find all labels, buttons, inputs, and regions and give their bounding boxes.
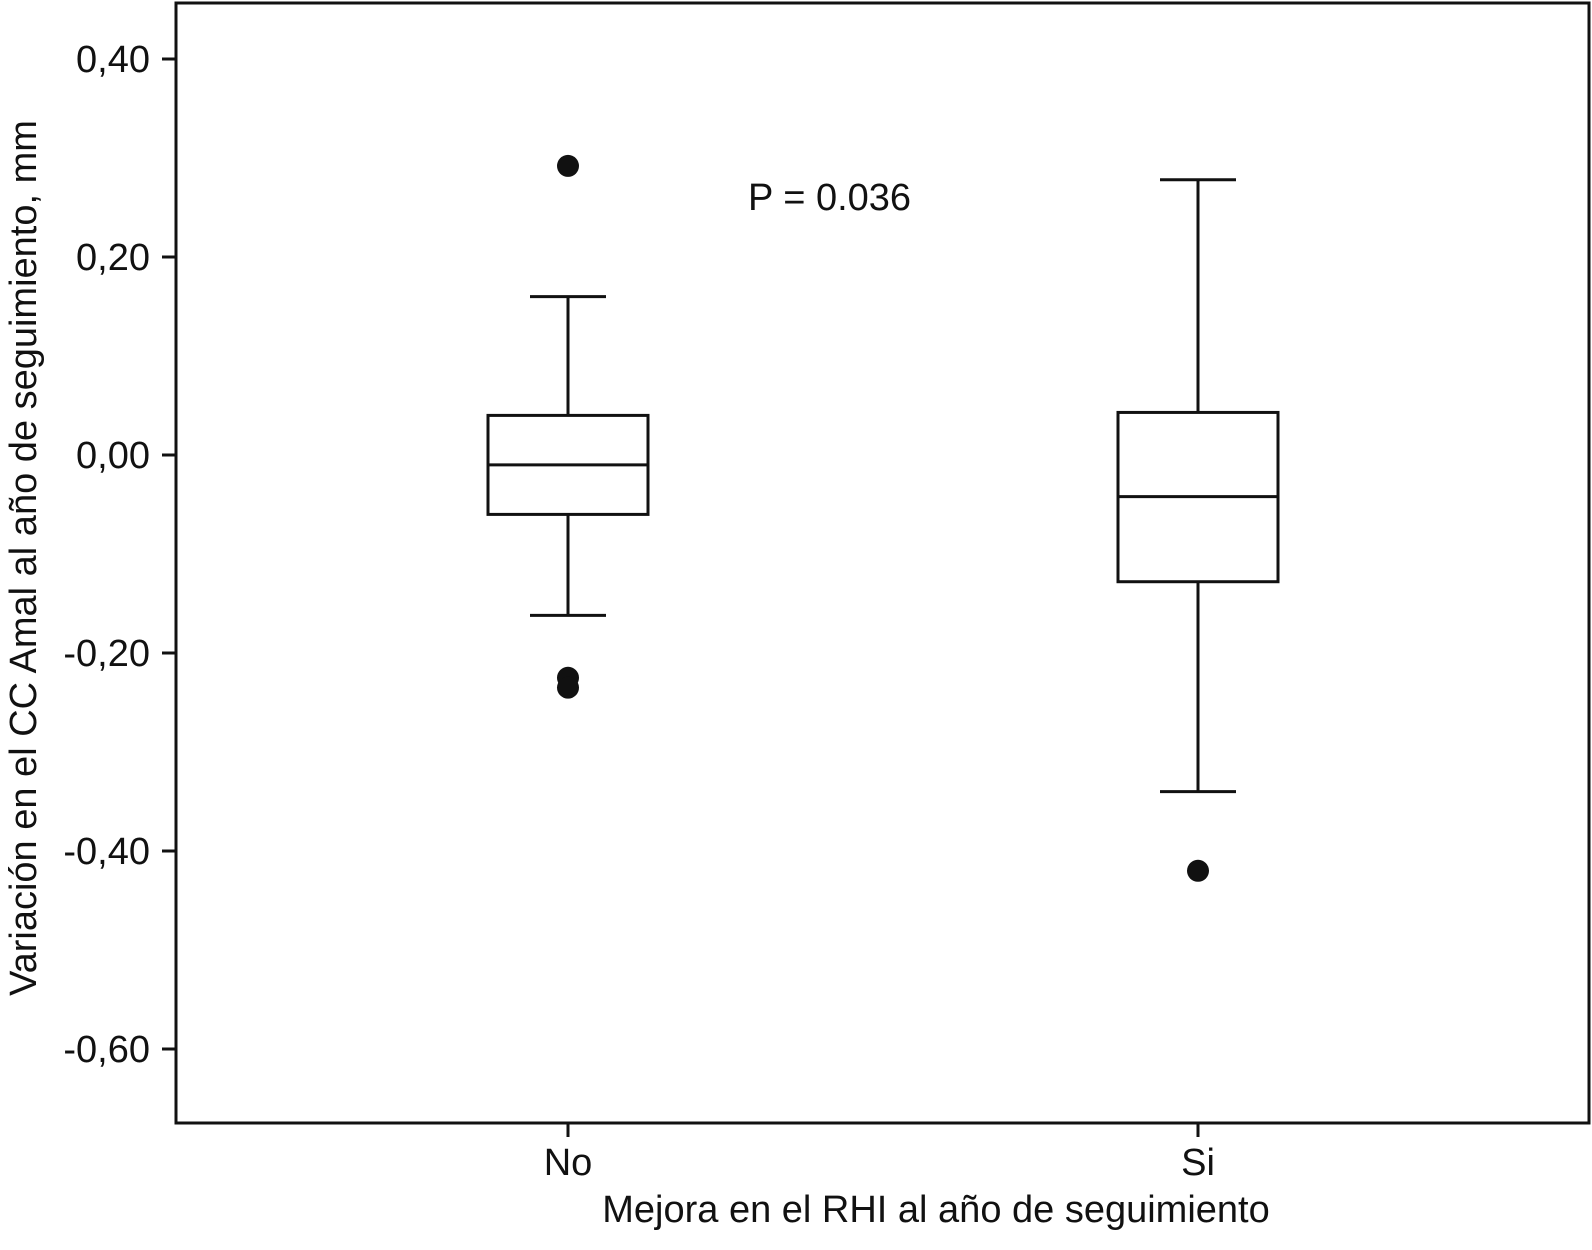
- outlier-point: [557, 154, 579, 177]
- y-tick-label: -0,40: [63, 831, 150, 873]
- x-axis-title: Mejora en el RHI al año de seguimiento: [602, 1189, 1270, 1231]
- y-tick-label: -0,20: [63, 633, 150, 675]
- plot-frame: [174, 1, 1591, 1125]
- box-series: [486, 154, 1280, 882]
- y-axis-title: Variación en el CC Amal al año de seguim…: [3, 120, 45, 996]
- y-tick-label: -0,60: [63, 1029, 150, 1071]
- x-tick-label: No: [544, 1142, 593, 1184]
- x-axis: No Si: [544, 1123, 1215, 1184]
- outlier-point: [1187, 859, 1209, 882]
- y-tick-label: 0,40: [76, 39, 150, 81]
- box-group: [486, 154, 650, 699]
- y-tick-label: 0,20: [76, 237, 150, 279]
- y-axis: 0,40 0,20 0,00 -0,20 -0,40 -0,60: [63, 39, 176, 1071]
- y-tick-label: 0,00: [76, 435, 150, 477]
- x-tick-label: Si: [1181, 1142, 1215, 1184]
- box-group: [1116, 178, 1280, 882]
- p-value-annotation: P = 0.036: [748, 177, 911, 219]
- outlier-point: [557, 676, 579, 699]
